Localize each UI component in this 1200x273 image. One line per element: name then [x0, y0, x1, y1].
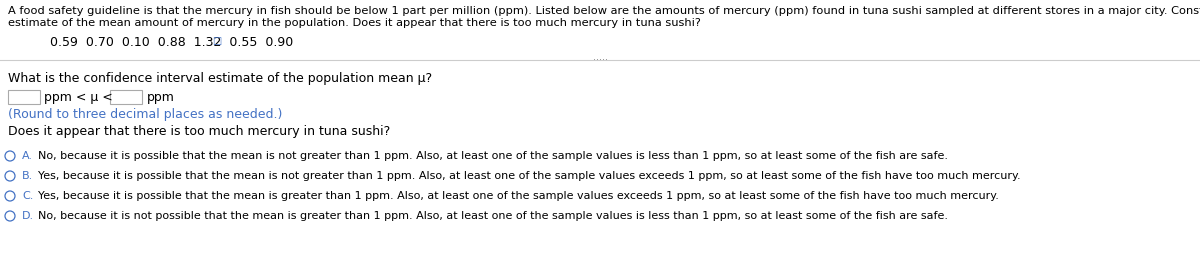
FancyBboxPatch shape — [8, 90, 40, 104]
Text: D.: D. — [22, 211, 34, 221]
FancyBboxPatch shape — [110, 90, 142, 104]
Text: Yes, because it is possible that the mean is not greater than 1 ppm. Also, at le: Yes, because it is possible that the mea… — [38, 171, 1021, 181]
Text: C.: C. — [22, 191, 34, 201]
Text: A food safety guideline is that the mercury in fish should be below 1 part per m: A food safety guideline is that the merc… — [8, 6, 1200, 16]
Text: What is the confidence interval estimate of the population mean μ?: What is the confidence interval estimate… — [8, 72, 432, 85]
Text: .....: ..... — [593, 52, 607, 62]
Text: estimate of the mean amount of mercury in the population. Does it appear that th: estimate of the mean amount of mercury i… — [8, 18, 701, 28]
Text: □: □ — [212, 36, 221, 46]
Text: ppm < μ <: ppm < μ < — [44, 91, 113, 103]
Text: (Round to three decimal places as needed.): (Round to three decimal places as needed… — [8, 108, 282, 121]
Text: No, because it is not possible that the mean is greater than 1 ppm. Also, at lea: No, because it is not possible that the … — [38, 211, 948, 221]
Text: No, because it is possible that the mean is not greater than 1 ppm. Also, at lea: No, because it is possible that the mean… — [38, 151, 948, 161]
Text: Yes, because it is possible that the mean is greater than 1 ppm. Also, at least : Yes, because it is possible that the mea… — [38, 191, 998, 201]
Text: 0.59  0.70  0.10  0.88  1.32  0.55  0.90: 0.59 0.70 0.10 0.88 1.32 0.55 0.90 — [50, 36, 293, 49]
Text: A.: A. — [22, 151, 34, 161]
Text: B.: B. — [22, 171, 34, 181]
Text: Does it appear that there is too much mercury in tuna sushi?: Does it appear that there is too much me… — [8, 125, 390, 138]
Text: ppm: ppm — [148, 91, 175, 103]
